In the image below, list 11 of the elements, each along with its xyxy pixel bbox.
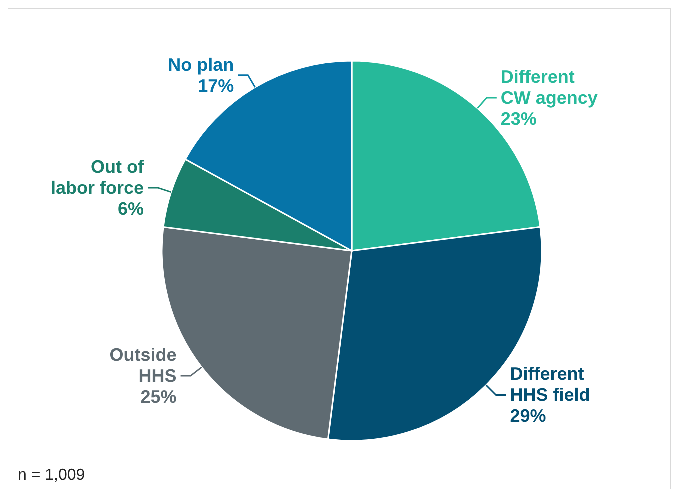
slice-label: Out of labor force bbox=[50, 156, 145, 198]
text: n = 1,009 bbox=[18, 467, 86, 485]
data-label: 25% bbox=[140, 387, 177, 408]
data-label: 29% bbox=[510, 406, 546, 426]
data-label: 6% bbox=[118, 198, 144, 219]
slice-label: No plan bbox=[168, 54, 234, 75]
data-label: 23% bbox=[500, 108, 537, 129]
slice-label: Different CW agency bbox=[500, 66, 598, 108]
slice-label: Outside HHS bbox=[110, 345, 177, 386]
data-label: 17% bbox=[198, 76, 234, 96]
slice-label: Different HHS field bbox=[510, 364, 590, 406]
